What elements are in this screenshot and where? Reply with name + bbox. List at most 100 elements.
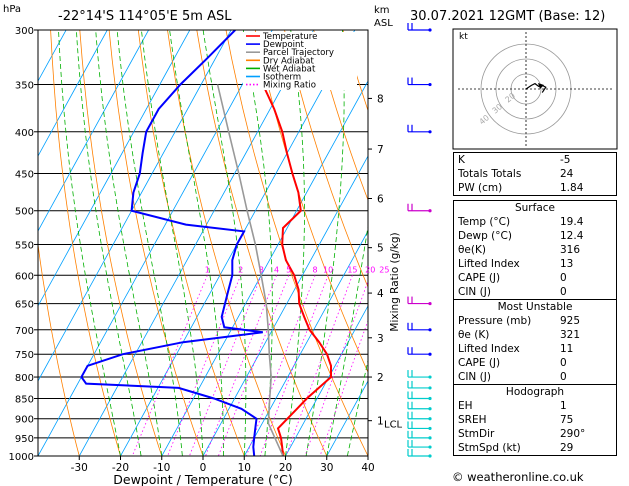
mixing-ratio-label: 2	[238, 265, 243, 274]
credit-text: © weatheronline.co.uk	[452, 470, 584, 484]
mixing-ratio-line	[285, 275, 353, 456]
most-unstable-row: θe (K) 321	[454, 328, 616, 342]
legend-label: Parcel Trajectory	[263, 48, 334, 58]
surface-row: Lifted Index 13	[454, 257, 616, 271]
plot-frame	[37, 29, 369, 457]
wind-barb	[407, 370, 432, 379]
wind-barb	[407, 296, 432, 306]
x-axis-label: Dewpoint / Temperature (°C)	[113, 472, 292, 486]
index-row: Totals Totals 24	[454, 167, 616, 181]
hodograph-row: StmDir 290°	[454, 427, 616, 441]
wet-adiabat-line	[305, 30, 345, 456]
isotherm-line	[202, 155, 368, 456]
wind-barb-layer	[407, 23, 432, 458]
most-unstable-value: 925	[560, 315, 581, 327]
index-label: PW (cm)	[458, 182, 503, 194]
isotherm-line	[120, 30, 356, 456]
index-row: PW (cm) 1.84	[454, 181, 616, 195]
hodograph-row: SREH 75	[454, 413, 616, 427]
lcl-label: LCL	[384, 419, 403, 430]
wind-barb	[407, 401, 432, 411]
wind-barb-dot	[428, 82, 432, 87]
index-label: K	[458, 154, 465, 166]
surface-row: CAPE (J) 0	[454, 271, 616, 285]
mixing-ratio-axis-label: Mixing Ratio (g/kg)	[389, 232, 401, 331]
surface-value: 0	[560, 272, 567, 284]
mixing-ratio-label: 5	[286, 265, 291, 274]
km-tick-label: 6	[377, 194, 384, 206]
pressure-tick-label: 850	[15, 394, 34, 405]
most-unstable-row: Lifted Index 11	[454, 342, 616, 356]
legend-box	[243, 32, 357, 90]
pressure-tick-label: 600	[15, 271, 34, 282]
dry-adiabat-line	[38, 241, 80, 456]
wet-adiabat-line	[76, 30, 142, 456]
hodograph-label: StmSpd (kt)	[458, 442, 521, 454]
isotherm-line	[38, 30, 232, 382]
wet-adiabat-line	[141, 30, 204, 456]
pressure-tick-label: 900	[15, 415, 34, 426]
pressure-tick-label: 650	[15, 300, 34, 311]
mixing-ratio-line	[304, 280, 368, 456]
axis-layer: 1 2 3 4 5 8 10 15 20 2530035040045050055060065070…	[9, 26, 403, 474]
temp-tick-label: 40	[361, 462, 374, 474]
pressure-tick-label: 500	[15, 207, 34, 218]
dry-adiabat-line	[79, 30, 163, 456]
hodograph-row: EH 1	[454, 399, 616, 413]
most-unstable-label: CIN (J)	[458, 371, 491, 383]
most-unstable-value: 0	[560, 357, 567, 369]
temp-tick-label: 0	[200, 462, 207, 474]
surface-row: Temp (°C) 19.4	[454, 215, 616, 229]
mixing-ratio-line	[167, 275, 242, 456]
pressure-tick-label: 400	[15, 128, 34, 139]
mixing-ratio-line	[205, 275, 277, 456]
legend-label: Temperature	[262, 32, 317, 42]
legend-label: Dewpoint	[263, 40, 304, 50]
legend-label: Wet Adiabat	[263, 64, 316, 74]
pressure-tick-label: 300	[15, 26, 34, 37]
mixing-ratio-label: 10	[323, 265, 333, 274]
wind-barb	[407, 124, 432, 134]
most-unstable-label: CAPE (J)	[458, 357, 501, 369]
isotherm-line	[38, 30, 108, 157]
wet-adiabat-line	[169, 30, 224, 456]
wind-barb-dot	[428, 407, 432, 411]
wind-barb-dot	[428, 436, 432, 440]
temp-tick-label: 20	[279, 462, 292, 474]
most-unstable-value: 321	[560, 329, 581, 341]
most-unstable-section: Most Unstable Pressure (mb) 925 θe (K) 321 L…	[453, 300, 617, 385]
wind-barb-dot	[428, 454, 432, 458]
most-unstable-row: Pressure (mb) 925	[454, 314, 616, 328]
surface-value: 316	[560, 244, 581, 256]
wind-barb-dot	[428, 130, 432, 134]
temp-tick-label: 10	[238, 462, 251, 474]
hodograph-trace	[525, 82, 547, 93]
wet-adiabat-line	[95, 30, 163, 456]
surface-section: Surface Temp (°C) 19.4 Dewp (°C) 12.4 θe(K) 3…	[453, 200, 617, 300]
surface-label: Lifted Index	[458, 258, 520, 270]
surface-row: CIN (J) 0	[454, 285, 616, 299]
wind-barb	[407, 77, 432, 87]
most-unstable-value: 0	[560, 371, 567, 383]
most-unstable-title: Most Unstable	[497, 301, 573, 313]
surface-value: 0	[560, 286, 567, 298]
most-unstable-value: 11	[560, 343, 574, 355]
pressure-tick-label: 700	[15, 326, 34, 337]
dewpoint-line	[80, 30, 263, 456]
hodograph-value: 1	[560, 400, 567, 412]
dry-adiabat-line	[313, 30, 368, 202]
hodograph-label: EH	[458, 400, 473, 412]
wet-adiabat-line	[116, 30, 183, 456]
surface-label: Dewp (°C)	[458, 230, 512, 242]
pressure-tick-label: 950	[15, 434, 34, 445]
isotherm-line	[38, 30, 149, 232]
mixing-ratio-line	[259, 275, 329, 456]
wind-barb-dot	[428, 352, 432, 356]
hpa-unit: hPa	[3, 4, 21, 15]
legend-label: Isotherm	[263, 73, 301, 83]
index-row: K -5	[454, 153, 616, 167]
temp-tick-label: 30	[320, 462, 333, 474]
dry-adiabat-line	[254, 30, 368, 373]
pressure-tick-label: 450	[15, 169, 34, 180]
